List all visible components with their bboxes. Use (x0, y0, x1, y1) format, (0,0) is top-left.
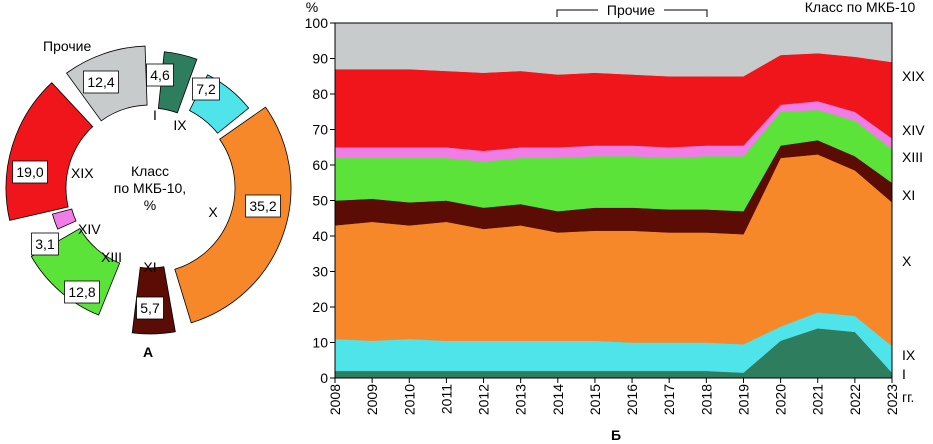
x-tick-label: 2020 (773, 384, 789, 415)
donut-slice-xix (5, 82, 94, 221)
donut-slice-name-ix: IX (173, 117, 187, 133)
x-tick-label: 2013 (513, 384, 529, 415)
donut-center-label-line: по МКБ-10, (114, 180, 186, 196)
donut-value-box-xiii (64, 280, 100, 304)
x-tick-label: 2018 (698, 384, 714, 415)
other-bracket-label: Прочие (607, 2, 655, 18)
x-tick-label: 2010 (401, 384, 417, 415)
y-tick-label: 30 (312, 264, 328, 280)
donut-slice-name-other: Прочие (43, 38, 91, 54)
series-label-i: I (902, 366, 906, 382)
x-tick-label: 2017 (661, 384, 677, 415)
donut-slice-xiv (51, 208, 77, 230)
x-tick-label: 2011 (438, 384, 454, 414)
donut-value-box-other (83, 70, 119, 94)
y-tick-label: 10 (312, 335, 328, 351)
donut-value-box-xiv (31, 232, 59, 256)
y-axis-unit: % (306, 0, 318, 15)
x-tick-label: 2012 (476, 384, 492, 415)
donut-slice-name-x: X (208, 204, 218, 220)
donut-value-label-xiii: 12,8 (68, 284, 95, 300)
donut-slice-name-xiii: XIII (101, 249, 122, 265)
donut-slice-name-xi: XI (143, 259, 156, 275)
y-tick-label: 80 (312, 86, 328, 102)
y-tick-label: 0 (320, 370, 328, 386)
donut-chart: 4,6 I 7,2 IX 35,2 X 5,7 XI 12,8 XIII 3,1 XIV 19,0 XIX… (5, 38, 292, 360)
donut-center-label-line: % (144, 197, 156, 213)
panel-label-b: Б (611, 427, 621, 443)
donut-slice-name-i: I (153, 107, 157, 123)
y-tick-label: 70 (312, 122, 328, 138)
stacked-area-chart: 0 10 20 30 40 50 60 70 80 90 100% 2008 2009 2010 2011 2… (305, 0, 926, 443)
panel-label-a: А (143, 344, 153, 360)
series-label-xiii: XIII (902, 149, 923, 165)
x-tick-label: 2016 (624, 384, 640, 415)
donut-value-label-xix: 19,0 (16, 164, 43, 180)
donut-value-label-ix: 7,2 (196, 81, 216, 97)
donut-slice-x (174, 106, 292, 324)
donut-value-box-ix (192, 77, 220, 101)
x-tick-label: 2021 (810, 384, 826, 415)
donut-center-label-line: Класс (131, 163, 169, 179)
series-label-ix: IX (902, 347, 916, 363)
donut-slice-name-xiv: XIV (78, 221, 101, 237)
x-tick-label: 2015 (587, 384, 603, 415)
legend-title: Класс по МКБ-10 (805, 0, 916, 15)
donut-value-label-other: 12,4 (87, 74, 114, 90)
x-tick-label: 2022 (847, 384, 863, 415)
donut-value-label-i: 4,6 (150, 67, 170, 83)
y-tick-label: 50 (312, 193, 328, 209)
y-tick-label: 20 (312, 299, 328, 315)
series-label-xi: XI (902, 187, 915, 203)
other-bracket (556, 9, 708, 17)
y-tick-label: 60 (312, 157, 328, 173)
x-axis-unit: гг. (902, 389, 914, 405)
donut-value-box-xix (12, 160, 48, 184)
y-tick-label: 100 (305, 15, 329, 31)
series-label-xiv: XIV (902, 122, 925, 138)
x-tick-label: 2023 (884, 384, 900, 415)
y-tick-label: 90 (312, 51, 328, 67)
donut-slice-name-xix: XIX (71, 165, 94, 181)
x-tick-label: 2008 (327, 384, 343, 415)
donut-value-box-xi (136, 296, 164, 320)
x-tick-label: 2009 (364, 384, 380, 415)
x-tick-label: 2014 (550, 384, 566, 415)
y-tick-label: 40 (312, 228, 328, 244)
donut-value-label-xi: 5,7 (140, 300, 160, 316)
donut-value-box-i (146, 63, 174, 87)
series-label-xix: XIX (902, 68, 925, 84)
donut-value-box-x (245, 194, 281, 218)
donut-value-label-xiv: 3,1 (35, 236, 55, 252)
donut-value-label-x: 35,2 (249, 198, 276, 214)
series-label-x: X (902, 253, 912, 269)
x-tick-label: 2019 (735, 384, 751, 415)
